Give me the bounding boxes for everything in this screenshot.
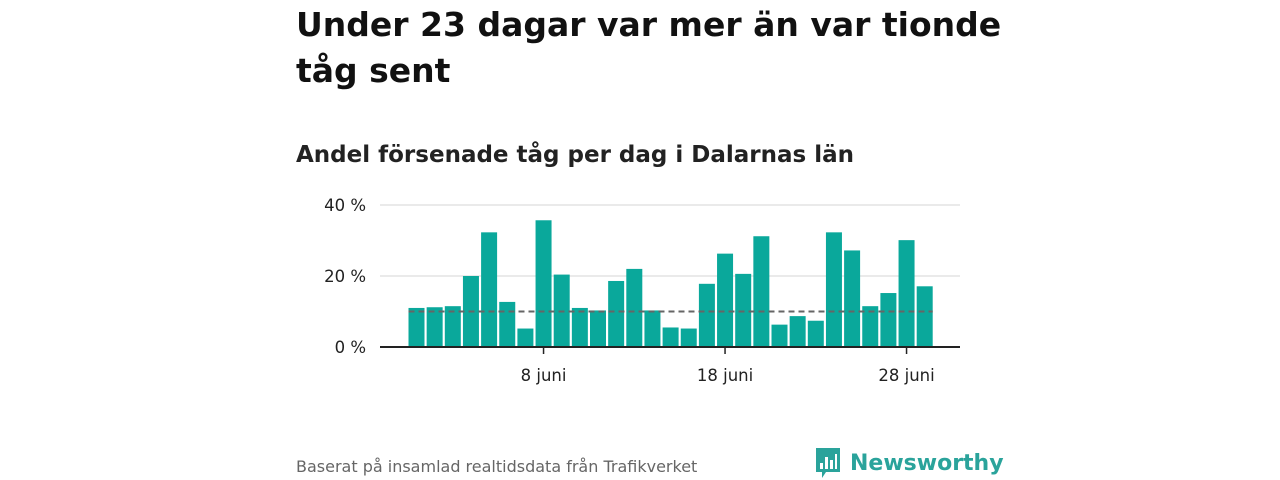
x-tick-label: 18 juni (697, 366, 753, 385)
y-tick-label: 40 % (324, 196, 366, 215)
bar (698, 283, 715, 347)
bar (571, 307, 588, 347)
bar (825, 232, 842, 347)
bar (789, 316, 806, 347)
y-tick-label: 20 % (324, 267, 366, 286)
bar (898, 240, 915, 347)
bar (590, 310, 606, 347)
bar (535, 220, 552, 347)
y-tick-label: 0 % (335, 338, 366, 357)
source-note: Baserat på insamlad realtidsdata från Tr… (296, 457, 698, 476)
bar (735, 273, 752, 347)
chart-subtitle: Andel försenade tåg per dag i Dalarnas l… (296, 142, 855, 168)
bar (481, 232, 498, 347)
bar (644, 310, 661, 347)
bar (662, 327, 679, 347)
bar (444, 306, 461, 347)
bar (753, 236, 770, 347)
bar (426, 307, 443, 347)
bar (608, 280, 625, 347)
bar (717, 253, 734, 347)
bar (499, 301, 516, 347)
bar (626, 268, 643, 347)
x-tick-label: 8 juni (521, 366, 567, 385)
brand-name: Newsworthy (850, 450, 1004, 476)
chart-title: Under 23 dagar var mer än var tionde tåg… (296, 5, 1002, 90)
bar (844, 250, 861, 347)
bar (862, 306, 879, 347)
bar (807, 320, 824, 347)
bar (916, 286, 933, 347)
bar (408, 307, 425, 347)
bar (880, 293, 897, 347)
x-tick-label: 28 juni (878, 366, 934, 385)
bar (517, 328, 534, 347)
brand-logo: Newsworthy (814, 446, 1004, 480)
newsworthy-chart-bubble-icon (816, 448, 840, 478)
bar (771, 324, 788, 347)
bar (680, 328, 697, 347)
